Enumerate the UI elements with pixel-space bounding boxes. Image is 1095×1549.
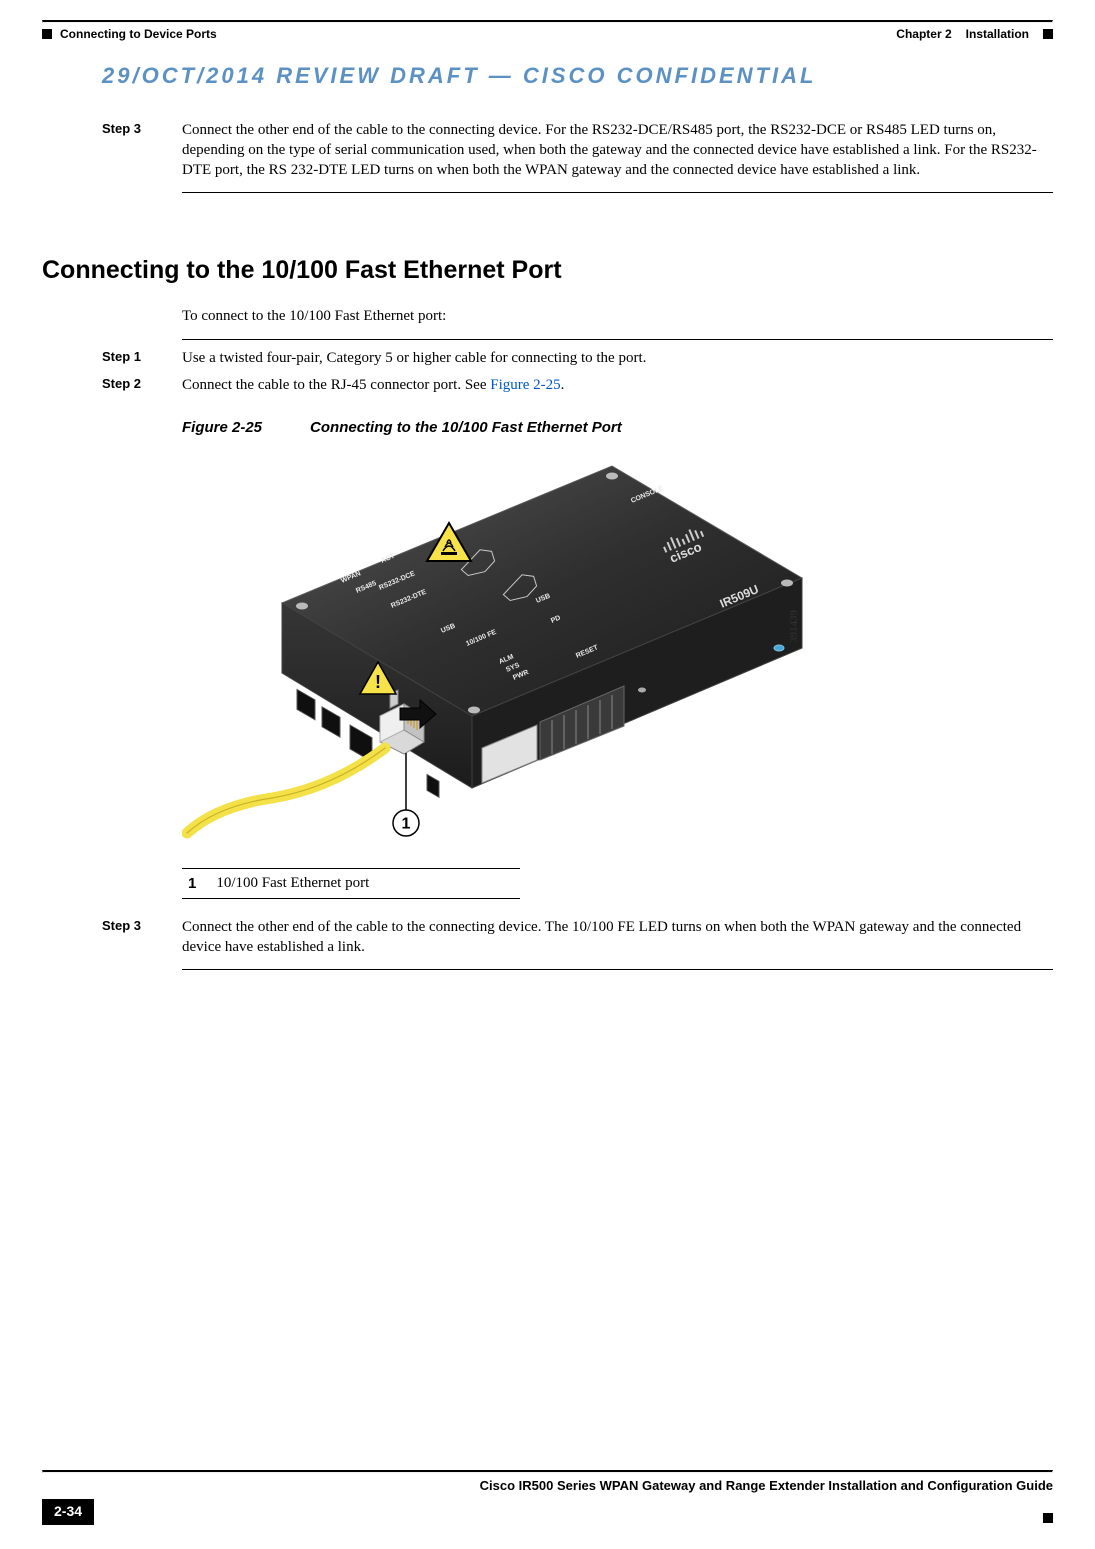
step3a-text: Connect the other end of the cable to th… [182,120,1053,181]
step3b-text: Connect the other end of the cable to th… [182,917,1053,958]
footer-doc-title: Cisco IR500 Series WPAN Gateway and Rang… [480,1477,1053,1495]
intro-rule [182,339,1053,340]
step2-label: Step 2 [102,375,162,395]
section-intro: To connect to the 10/100 Fast Ethernet p… [182,306,1053,327]
header-marker-left [42,29,52,39]
figure-number: Figure 2-25 [182,419,262,436]
svg-text:!: ! [375,672,381,692]
legend-num: 1 [182,868,210,898]
svg-text:1: 1 [402,815,411,832]
footer-rule [42,1470,1053,1473]
section-heading: Connecting to the 10/100 Fast Ethernet P… [42,253,1053,288]
header-chapter-label: Chapter 2 [896,26,951,43]
step2-before: Connect the cable to the RJ-45 connector… [182,377,490,393]
top-rule [42,20,1053,23]
callout-legend: 1 10/100 Fast Ethernet port [182,868,520,899]
step1-label: Step 1 [102,348,162,368]
step3b-rule [182,969,1053,970]
page-header: Connecting to Device Ports Chapter 2 Ins… [42,26,1053,43]
svg-text:391439: 391439 [788,609,800,643]
device-illustration: cisco IR509U WPAN RS485 RS232-DCE [182,448,822,848]
step3b-label: Step 3 [102,917,162,958]
legend-text: 10/100 Fast Ethernet port [210,868,520,898]
page-footer: Cisco IR500 Series WPAN Gateway and Rang… [42,1470,1053,1525]
page-number: 2-34 [42,1499,94,1525]
device-figure: cisco IR509U WPAN RS485 RS232-DCE [182,448,822,848]
step2-after: . [561,377,565,393]
footer-marker [1043,1513,1053,1523]
figure-title: Connecting to the 10/100 Fast Ethernet P… [310,419,622,436]
header-chapter-title: Installation [966,26,1029,43]
step1-text: Use a twisted four-pair, Category 5 or h… [182,348,646,368]
step3a-rule [182,192,1053,193]
step3a-label: Step 3 [102,120,162,181]
figure-caption: Figure 2-25 Connecting to the 10/100 Fast… [182,417,1053,438]
review-draft-banner: 29/OCT/2014 REVIEW DRAFT — CISCO CONFIDE… [102,61,1053,92]
step2-text: Connect the cable to the RJ-45 connector… [182,375,564,395]
figure-link[interactable]: Figure 2-25 [490,377,560,393]
header-section-title: Connecting to Device Ports [60,26,217,43]
header-marker-right [1043,29,1053,39]
